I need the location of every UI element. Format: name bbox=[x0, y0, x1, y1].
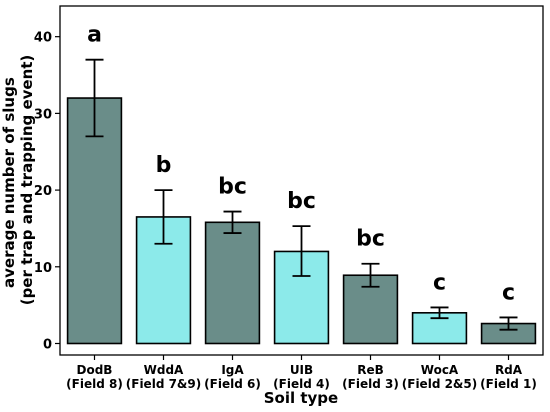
y-tick-label-0: 0 bbox=[43, 337, 52, 352]
x-tick-label-iga: IgA bbox=[221, 363, 244, 377]
y-axis-ticks: 0 10 20 30 40 bbox=[34, 31, 60, 352]
x-tick-sublabel-iga: (Field 6) bbox=[204, 377, 261, 391]
y-tick-label-10: 10 bbox=[34, 261, 52, 276]
x-tick-sublabel-uib: (Field 4) bbox=[273, 377, 330, 391]
significance-letter-woca: c bbox=[433, 270, 446, 295]
significance-letter-reb: bc bbox=[356, 227, 385, 252]
x-tick-label-uib: UIB bbox=[290, 363, 313, 377]
x-tick-label-reb: ReB bbox=[357, 363, 384, 377]
y-tick-label-40: 40 bbox=[34, 31, 52, 46]
x-tick-sublabel-dodb: (Field 8) bbox=[66, 377, 123, 391]
x-tick-sublabel-reb: (Field 3) bbox=[342, 377, 399, 391]
bars-layer: a b bc bc bc c c bbox=[66, 23, 537, 345]
significance-letter-iga: bc bbox=[218, 175, 247, 200]
y-axis-title-line-2: (per trap and trapping event) bbox=[18, 55, 36, 306]
bar-iga bbox=[204, 221, 261, 345]
x-tick-label-woca: WocA bbox=[421, 363, 459, 377]
significance-letter-uib: bc bbox=[287, 189, 316, 214]
x-tick-sublabel-wdda: (Field 7&9) bbox=[126, 377, 201, 391]
significance-letter-dodb: a bbox=[87, 23, 102, 48]
y-tick-label-30: 30 bbox=[34, 107, 52, 122]
x-tick-sublabel-rda: (Field 1) bbox=[480, 377, 537, 391]
y-axis-title: average number of slugs (per trap and tr… bbox=[0, 55, 36, 306]
y-axis-title-line-1: average number of slugs bbox=[0, 77, 18, 288]
x-axis-title: Soil type bbox=[264, 389, 338, 407]
x-tick-label-dodb: DodB bbox=[77, 363, 113, 377]
significance-letter-rda: c bbox=[502, 280, 515, 305]
x-tick-label-rda: RdA bbox=[495, 363, 523, 377]
x-axis-labels: DodB(Field 8) WddA(Field 7&9) IgA(Field 6)… bbox=[66, 355, 537, 391]
x-tick-sublabel-woca: (Field 2&5) bbox=[402, 377, 477, 391]
y-tick-label-20: 20 bbox=[34, 184, 52, 199]
significance-letter-wdda: b bbox=[156, 153, 172, 178]
x-tick-label-wdda: WddA bbox=[144, 363, 184, 377]
